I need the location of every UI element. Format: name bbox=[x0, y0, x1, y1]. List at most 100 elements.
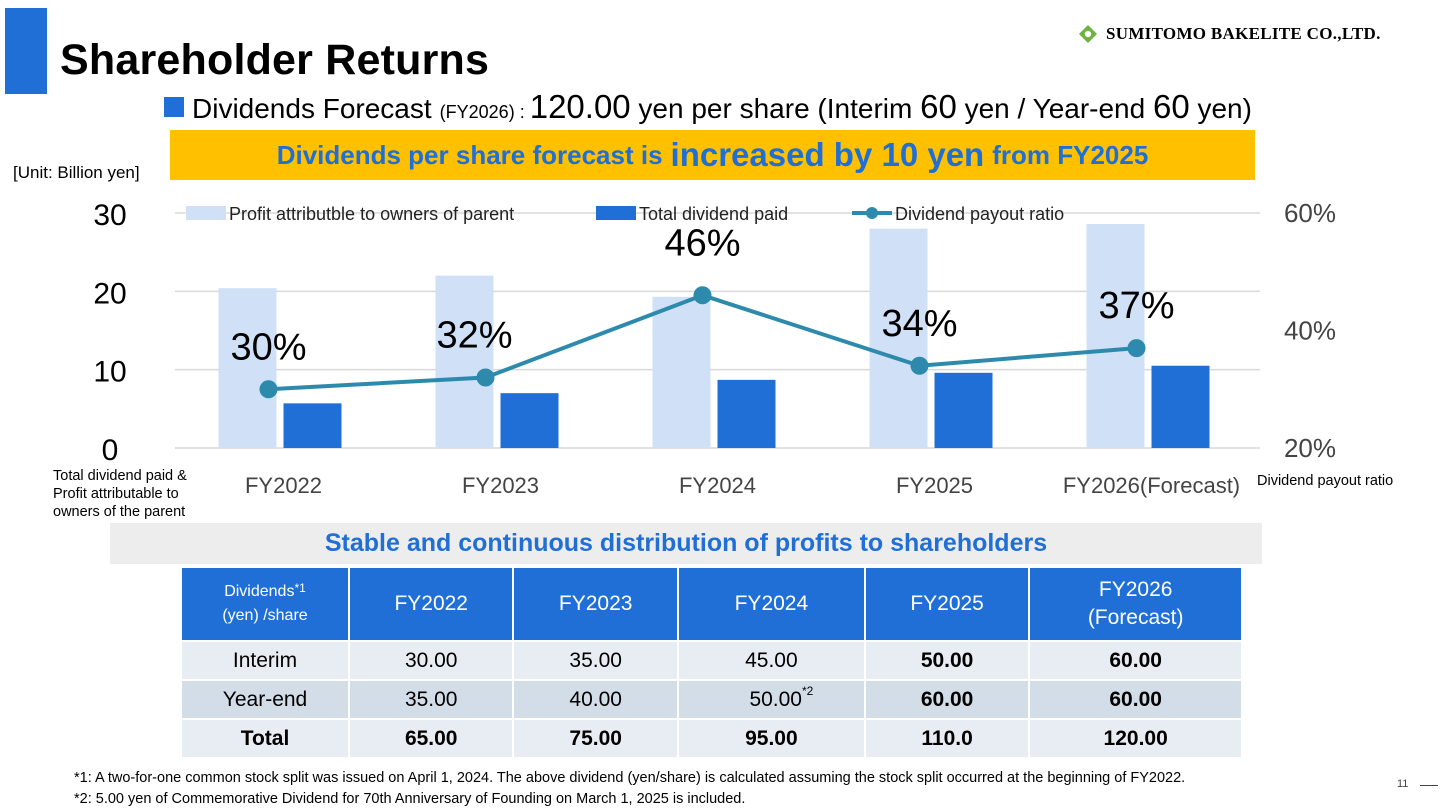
table-cell: 35.00 bbox=[347, 679, 515, 720]
banner-highlight: increased by 10 yen bbox=[670, 136, 985, 173]
point-payout-ratio bbox=[259, 380, 278, 399]
bar-profit bbox=[869, 228, 928, 448]
point-payout-ratio bbox=[693, 286, 712, 305]
table-cell: 75.00 bbox=[512, 718, 679, 759]
table-cell: 35.00 bbox=[512, 640, 679, 681]
header-fy2026-year: FY2026 bbox=[1098, 578, 1173, 601]
table-cell: 60.00 bbox=[1028, 640, 1243, 681]
bar-profit bbox=[652, 296, 711, 448]
bar-dividend-paid bbox=[500, 393, 559, 448]
left-axis-note-line: Total dividend paid & bbox=[53, 468, 187, 484]
legend-label-payout: Dividend payout ratio bbox=[895, 204, 1064, 224]
table-row-total: Total 65.00 75.00 95.00 110.0 120.00 bbox=[180, 718, 1243, 759]
row-label: Total bbox=[180, 718, 350, 759]
footnote-marker: *2 bbox=[802, 683, 814, 698]
page-title: Shareholder Returns bbox=[60, 36, 490, 84]
dividend-table: Dividends*1 (yen) /share FY2022 FY2023 F… bbox=[180, 566, 1243, 759]
footnote-marker: *1 bbox=[294, 581, 306, 595]
table-cell-fy2024-yearend: 50.00*2 bbox=[676, 679, 866, 720]
footnotes: *1: A two-for-one common stock split was… bbox=[74, 768, 1185, 810]
dividend-chart: 0 10 20 30 20% 40% 60% FY2022 FY2023 FY2024 FY2025… bbox=[93, 198, 1336, 498]
company-name: SUMITOMO BAKELITE CO.,LTD. bbox=[1106, 24, 1381, 43]
banner-pre: Dividends per share forecast is bbox=[276, 139, 663, 170]
table-header-fy2026: FY2026 (Forecast) bbox=[1028, 566, 1243, 642]
legend-label-profit: Profit attributble to owners of parent bbox=[229, 204, 514, 224]
y-left-tick-label: 30 bbox=[93, 199, 126, 232]
table-cell: 120.00 bbox=[1028, 718, 1243, 759]
table-cell: 40.00 bbox=[512, 679, 679, 720]
bar-profit bbox=[435, 275, 494, 448]
forecast-label: Dividends Forecast bbox=[192, 93, 432, 124]
payout-data-label: 37% bbox=[1098, 285, 1174, 327]
bar-dividend-paid bbox=[283, 403, 342, 448]
forecast-mid: yen / Year-end bbox=[956, 93, 1153, 124]
corner-label: Dividends bbox=[224, 583, 295, 600]
forecast-banner: Dividends per share forecast is increase… bbox=[170, 130, 1255, 180]
forecast-interim: 60 bbox=[920, 88, 957, 125]
table-cell: 60.00 bbox=[1028, 679, 1243, 720]
footnote-1: *1: A two-for-one common stock split was… bbox=[74, 770, 1186, 786]
row-label: Interim bbox=[180, 640, 350, 681]
x-category-label: FY2022 bbox=[245, 473, 322, 498]
point-payout-ratio bbox=[910, 356, 929, 375]
table-header-fy2025: FY2025 bbox=[863, 566, 1031, 642]
payout-data-label: 30% bbox=[230, 326, 306, 368]
y-left-tick-label: 0 bbox=[102, 434, 119, 467]
table-cell: 60.00 bbox=[863, 679, 1031, 720]
header-fy2026-note: (Forecast) bbox=[1087, 606, 1184, 629]
table-cell: 110.0 bbox=[863, 718, 1031, 759]
bar-profit bbox=[218, 288, 277, 448]
dividend-forecast-line: Dividends Forecast (FY2026) : 120.00 yen… bbox=[164, 88, 1252, 126]
y-left-tick-label: 20 bbox=[93, 277, 126, 310]
table-cell: 45.00 bbox=[676, 640, 866, 681]
payout-data-label: 46% bbox=[664, 222, 740, 264]
table-cell: 95.00 bbox=[676, 718, 866, 759]
x-category-label: FY2024 bbox=[679, 473, 756, 498]
cell-value: 50.00 bbox=[749, 687, 802, 711]
bar-dividend-paid bbox=[934, 372, 993, 448]
left-axis-note: Total dividend paid & Profit attributabl… bbox=[53, 467, 187, 521]
company-logo-icon bbox=[1079, 25, 1097, 43]
forecast-end: yen) bbox=[1189, 93, 1252, 124]
x-category-label: FY2023 bbox=[462, 473, 539, 498]
bar-profit bbox=[1086, 223, 1145, 448]
left-axis-note-line: Profit attributable to bbox=[53, 486, 179, 502]
x-category-label: FY2025 bbox=[896, 473, 973, 498]
company-logo: SUMITOMO BAKELITE CO.,LTD. bbox=[1078, 24, 1381, 44]
section-subtitle: Stable and continuous distribution of pr… bbox=[110, 523, 1262, 564]
unit-label: [Unit: Billion yen] bbox=[13, 163, 140, 182]
footnote-2: *2: 5.00 yen of Commemorative Dividend f… bbox=[74, 791, 746, 807]
left-axis-note-line: owners of the parent bbox=[53, 504, 186, 520]
y-left-tick-label: 10 bbox=[93, 356, 126, 389]
corner-unit: (yen) /share bbox=[222, 607, 308, 624]
legend-label-dividend-paid: Total dividend paid bbox=[639, 204, 788, 224]
page-number: 11 bbox=[1397, 778, 1409, 790]
table-row-yearend: Year-end 35.00 40.00 50.00*2 60.00 60.00 bbox=[180, 679, 1243, 720]
point-payout-ratio bbox=[476, 368, 495, 387]
bar-dividend-paid bbox=[717, 379, 776, 448]
forecast-fy: (FY2026) bbox=[439, 102, 515, 122]
table-cell: 50.00 bbox=[863, 640, 1031, 681]
page-number-rule bbox=[1420, 785, 1438, 786]
table-header-fy2023: FY2023 bbox=[512, 566, 679, 642]
legend-swatch-profit bbox=[186, 206, 226, 220]
right-axis-note: Dividend payout ratio bbox=[1257, 473, 1394, 489]
table-corner-header: Dividends*1 (yen) /share bbox=[180, 566, 350, 642]
forecast-per-share: yen per share (Interim bbox=[630, 93, 921, 124]
point-payout-ratio bbox=[1127, 339, 1146, 358]
x-category-label: FY2026(Forecast) bbox=[1063, 473, 1240, 498]
y-right-tick-label: 20% bbox=[1284, 433, 1336, 463]
forecast-amount: 120.00 bbox=[529, 88, 631, 125]
forecast-yearend: 60 bbox=[1152, 88, 1190, 125]
row-label: Year-end bbox=[180, 679, 350, 720]
legend-marker-payout bbox=[866, 207, 878, 219]
table-cell: 30.00 bbox=[347, 640, 515, 681]
table-cell: 65.00 bbox=[347, 718, 515, 759]
table-header-fy2022: FY2022 bbox=[347, 566, 515, 642]
legend-swatch-dividend-paid bbox=[596, 206, 636, 220]
title-accent-bar bbox=[5, 8, 47, 94]
y-right-tick-label: 60% bbox=[1284, 198, 1336, 228]
table-row-interim: Interim 30.00 35.00 45.00 50.00 60.00 bbox=[180, 640, 1243, 681]
payout-data-label: 34% bbox=[881, 303, 957, 345]
table-header-row: Dividends*1 (yen) /share FY2022 FY2023 F… bbox=[180, 566, 1243, 642]
